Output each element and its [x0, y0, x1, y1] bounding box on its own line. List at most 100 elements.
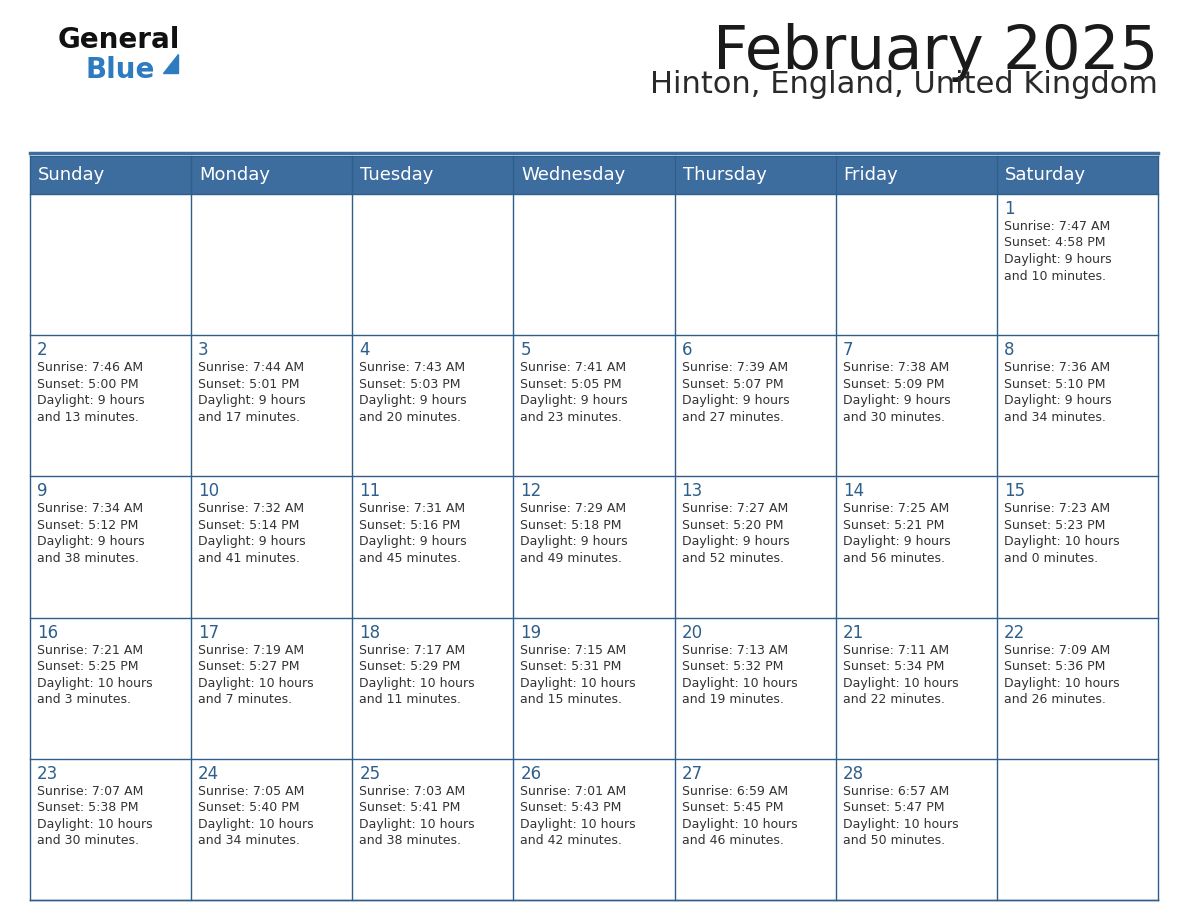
Text: Daylight: 9 hours: Daylight: 9 hours	[1004, 253, 1112, 266]
Text: 5: 5	[520, 341, 531, 359]
Text: Daylight: 10 hours: Daylight: 10 hours	[1004, 535, 1119, 548]
Text: and 38 minutes.: and 38 minutes.	[37, 552, 139, 565]
Text: and 13 minutes.: and 13 minutes.	[37, 410, 139, 424]
Text: Daylight: 10 hours: Daylight: 10 hours	[198, 818, 314, 831]
Text: Thursday: Thursday	[683, 166, 766, 184]
Text: and 20 minutes.: and 20 minutes.	[359, 410, 461, 424]
Bar	[835, 618, 997, 759]
Text: Daylight: 10 hours: Daylight: 10 hours	[37, 677, 152, 689]
Text: Sunrise: 7:15 AM: Sunrise: 7:15 AM	[520, 644, 627, 656]
Text: Saturday: Saturday	[1005, 166, 1086, 184]
Text: Daylight: 10 hours: Daylight: 10 hours	[682, 818, 797, 831]
Text: Sunrise: 7:05 AM: Sunrise: 7:05 AM	[198, 785, 304, 798]
Text: Sunrise: 7:23 AM: Sunrise: 7:23 AM	[1004, 502, 1110, 515]
Text: Sunset: 5:14 PM: Sunset: 5:14 PM	[198, 519, 299, 532]
Text: Daylight: 9 hours: Daylight: 9 hours	[198, 535, 305, 548]
Text: Sunset: 5:41 PM: Sunset: 5:41 PM	[359, 801, 461, 814]
Text: Sunset: 5:47 PM: Sunset: 5:47 PM	[842, 801, 944, 814]
Text: Sunset: 5:03 PM: Sunset: 5:03 PM	[359, 377, 461, 391]
Text: 24: 24	[198, 765, 220, 783]
Text: 16: 16	[37, 623, 58, 642]
Text: 1: 1	[1004, 200, 1015, 218]
Text: Sunrise: 7:31 AM: Sunrise: 7:31 AM	[359, 502, 466, 515]
Bar	[191, 476, 353, 618]
Text: Sunset: 5:23 PM: Sunset: 5:23 PM	[1004, 519, 1105, 532]
Text: Sunrise: 7:07 AM: Sunrise: 7:07 AM	[37, 785, 144, 798]
Text: Daylight: 9 hours: Daylight: 9 hours	[520, 394, 628, 408]
Text: and 17 minutes.: and 17 minutes.	[198, 410, 301, 424]
Text: Sunset: 5:16 PM: Sunset: 5:16 PM	[359, 519, 461, 532]
Bar	[675, 156, 835, 194]
Text: Sunrise: 7:19 AM: Sunrise: 7:19 AM	[198, 644, 304, 656]
Text: Sunrise: 7:09 AM: Sunrise: 7:09 AM	[1004, 644, 1110, 656]
Text: Daylight: 10 hours: Daylight: 10 hours	[842, 677, 959, 689]
Text: Sunset: 5:25 PM: Sunset: 5:25 PM	[37, 660, 139, 673]
Text: Daylight: 10 hours: Daylight: 10 hours	[682, 677, 797, 689]
Polygon shape	[163, 54, 178, 73]
Text: Sunset: 5:32 PM: Sunset: 5:32 PM	[682, 660, 783, 673]
Bar	[353, 194, 513, 335]
Text: and 10 minutes.: and 10 minutes.	[1004, 270, 1106, 283]
Bar	[835, 156, 997, 194]
Text: Sunrise: 7:36 AM: Sunrise: 7:36 AM	[1004, 361, 1110, 375]
Text: Sunset: 5:29 PM: Sunset: 5:29 PM	[359, 660, 461, 673]
Bar	[30, 476, 191, 618]
Bar	[191, 156, 353, 194]
Text: Sunrise: 7:17 AM: Sunrise: 7:17 AM	[359, 644, 466, 656]
Text: Daylight: 9 hours: Daylight: 9 hours	[359, 394, 467, 408]
Bar	[30, 335, 191, 476]
Text: Sunset: 5:09 PM: Sunset: 5:09 PM	[842, 377, 944, 391]
Bar	[30, 618, 191, 759]
Bar	[997, 759, 1158, 900]
Text: Sunset: 5:34 PM: Sunset: 5:34 PM	[842, 660, 944, 673]
Text: 21: 21	[842, 623, 864, 642]
Text: Sunrise: 7:13 AM: Sunrise: 7:13 AM	[682, 644, 788, 656]
Text: Sunset: 5:18 PM: Sunset: 5:18 PM	[520, 519, 623, 532]
Text: 14: 14	[842, 482, 864, 500]
Text: Daylight: 10 hours: Daylight: 10 hours	[520, 677, 636, 689]
Text: and 52 minutes.: and 52 minutes.	[682, 552, 784, 565]
Text: Daylight: 10 hours: Daylight: 10 hours	[842, 818, 959, 831]
Bar	[835, 194, 997, 335]
Text: Daylight: 9 hours: Daylight: 9 hours	[359, 535, 467, 548]
Text: 8: 8	[1004, 341, 1015, 359]
Text: Blue: Blue	[86, 56, 156, 84]
Text: and 41 minutes.: and 41 minutes.	[198, 552, 301, 565]
Text: Sunrise: 7:03 AM: Sunrise: 7:03 AM	[359, 785, 466, 798]
Bar	[191, 194, 353, 335]
Text: and 3 minutes.: and 3 minutes.	[37, 693, 131, 706]
Text: and 38 minutes.: and 38 minutes.	[359, 834, 461, 847]
Text: Sunset: 5:00 PM: Sunset: 5:00 PM	[37, 377, 139, 391]
Bar	[30, 759, 191, 900]
Text: Daylight: 9 hours: Daylight: 9 hours	[37, 535, 145, 548]
Text: Daylight: 9 hours: Daylight: 9 hours	[682, 535, 789, 548]
Bar	[835, 335, 997, 476]
Text: and 23 minutes.: and 23 minutes.	[520, 410, 623, 424]
Text: Tuesday: Tuesday	[360, 166, 434, 184]
Bar	[513, 618, 675, 759]
Text: 10: 10	[198, 482, 220, 500]
Text: and 19 minutes.: and 19 minutes.	[682, 693, 783, 706]
Bar	[191, 759, 353, 900]
Bar	[835, 476, 997, 618]
Text: Daylight: 9 hours: Daylight: 9 hours	[682, 394, 789, 408]
Text: Sunset: 5:45 PM: Sunset: 5:45 PM	[682, 801, 783, 814]
Text: Daylight: 9 hours: Daylight: 9 hours	[520, 535, 628, 548]
Text: 3: 3	[198, 341, 209, 359]
Bar	[513, 476, 675, 618]
Text: Sunrise: 7:29 AM: Sunrise: 7:29 AM	[520, 502, 626, 515]
Text: and 45 minutes.: and 45 minutes.	[359, 552, 461, 565]
Bar	[513, 335, 675, 476]
Text: Sunday: Sunday	[38, 166, 106, 184]
Text: Monday: Monday	[200, 166, 270, 184]
Bar	[675, 618, 835, 759]
Text: 22: 22	[1004, 623, 1025, 642]
Text: and 34 minutes.: and 34 minutes.	[1004, 410, 1106, 424]
Text: and 22 minutes.: and 22 minutes.	[842, 693, 944, 706]
Text: 26: 26	[520, 765, 542, 783]
Text: Sunset: 5:10 PM: Sunset: 5:10 PM	[1004, 377, 1105, 391]
Text: Sunset: 5:43 PM: Sunset: 5:43 PM	[520, 801, 621, 814]
Text: Sunset: 5:38 PM: Sunset: 5:38 PM	[37, 801, 139, 814]
Text: 2: 2	[37, 341, 48, 359]
Text: Sunrise: 7:21 AM: Sunrise: 7:21 AM	[37, 644, 143, 656]
